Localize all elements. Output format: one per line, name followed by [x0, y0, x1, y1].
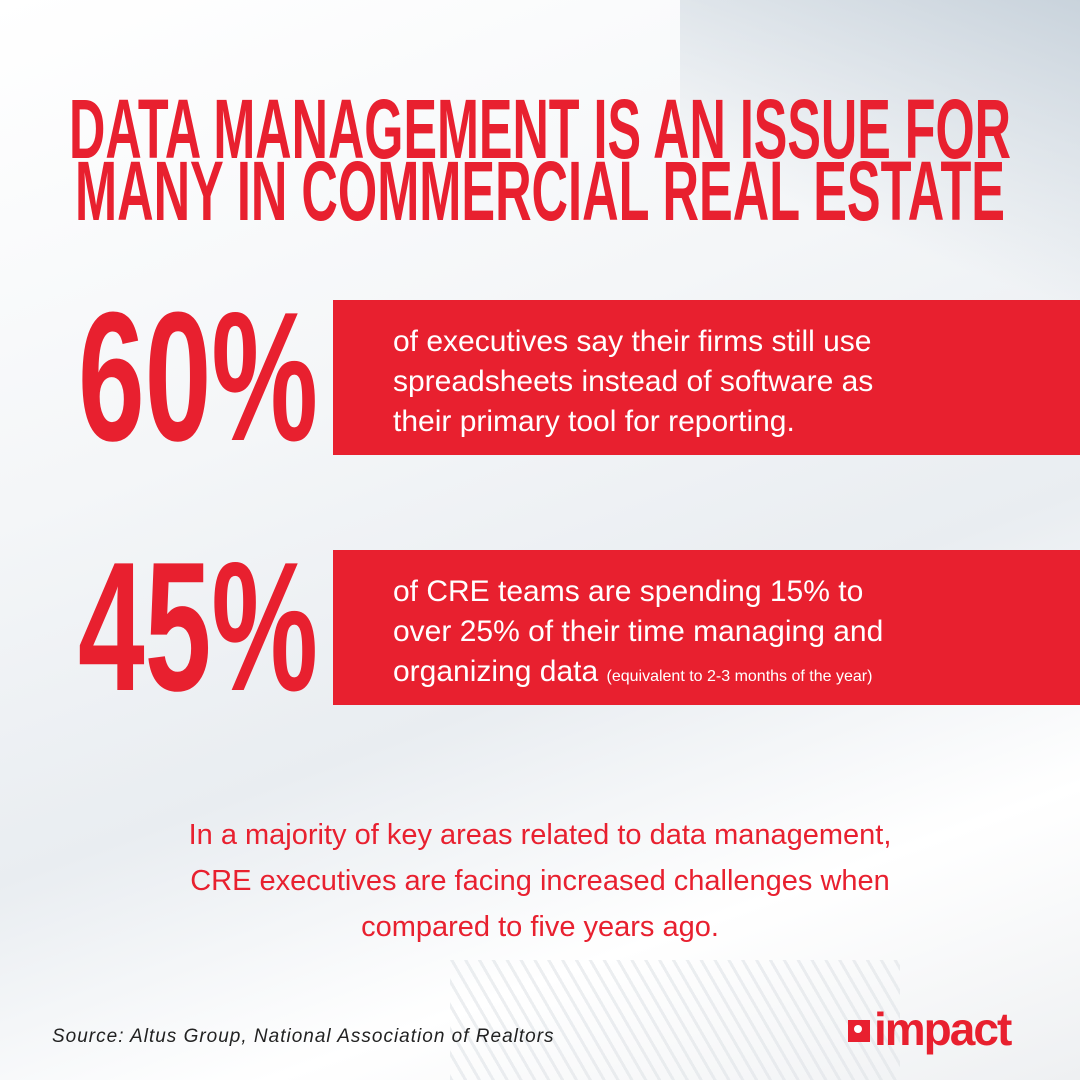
summary-line: CRE executives are facing increased chal…	[190, 865, 890, 897]
stat-value-45: 45%	[78, 540, 318, 700]
stat-box-2: of CRE teams are spending 15% to over 25…	[333, 550, 1080, 705]
page-title: DATA MANAGEMENT IS AN ISSUE FOR MANY IN …	[69, 82, 1011, 238]
background-decoration	[680, 0, 1080, 300]
stat-box-1: of executives say their firms still use …	[333, 300, 1080, 455]
logo-text: impact	[874, 1003, 1012, 1055]
stat-text: organizing data	[393, 655, 599, 688]
stat-note: (equivalent to 2-3 months of the year)	[606, 668, 873, 685]
summary-line: compared to five years ago.	[361, 911, 719, 943]
stat-value-60: 60%	[78, 290, 318, 450]
logo-square-icon	[848, 1020, 870, 1042]
stat-text-line: organizing data (equivalent to 2-3 month…	[393, 652, 1080, 697]
source-citation: Source: Altus Group, National Associatio…	[52, 1026, 555, 1047]
stat-text-line: over 25% of their time managing and	[393, 615, 884, 648]
title-line-2: MANY IN COMMERCIAL REAL ESTATE	[75, 144, 1005, 238]
stat-value-60-wrapper: 60%	[78, 290, 318, 450]
stat-text-line: of executives say their firms still use	[393, 325, 872, 358]
background-building-graphic	[450, 960, 900, 1080]
stat-text-line: of CRE teams are spending 15% to	[393, 575, 864, 608]
summary-text: In a majority of key areas related to da…	[0, 812, 1080, 950]
stat-text-line: their primary tool for reporting.	[393, 405, 795, 438]
title-line-1: DATA MANAGEMENT IS AN ISSUE FOR	[69, 82, 1011, 176]
stat-text-line: spreadsheets instead of software as	[393, 365, 874, 398]
summary-line: In a majority of key areas related to da…	[188, 819, 892, 851]
impact-logo: impact	[848, 1003, 1012, 1055]
stat-value-45-wrapper: 45%	[78, 540, 318, 700]
